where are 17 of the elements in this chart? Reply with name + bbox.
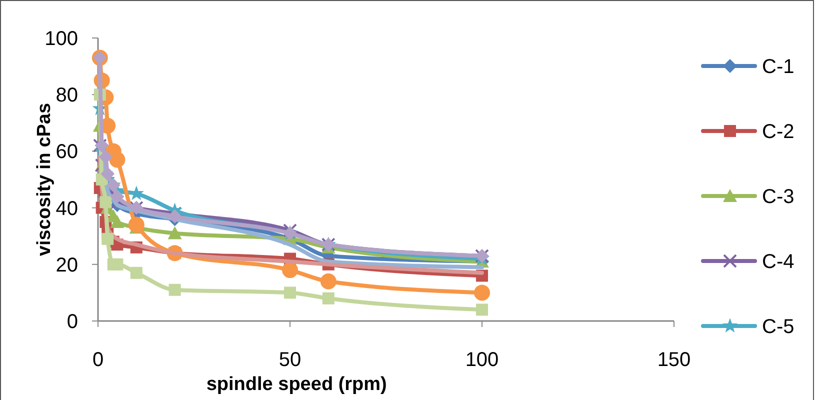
y-tick-label: 40 xyxy=(56,198,78,220)
legend-label: C-2 xyxy=(762,121,794,143)
x-tick-label: 0 xyxy=(92,349,104,371)
x-tick-label: 50 xyxy=(278,349,302,371)
y-axis-title: viscosity in cPas xyxy=(34,102,55,256)
legend-label: C-4 xyxy=(762,251,794,273)
legend-label: C-1 xyxy=(762,56,794,78)
x-tick-label: 150 xyxy=(657,349,691,371)
x-tick-label: 100 xyxy=(465,349,499,371)
y-tick-label: 20 xyxy=(56,254,78,276)
legend-label: C-3 xyxy=(762,186,794,208)
y-tick-label: 100 xyxy=(44,28,78,50)
y-tick-label: 60 xyxy=(56,141,78,164)
legend-label: C-5 xyxy=(762,316,794,338)
y-tick-label: 0 xyxy=(66,311,78,333)
y-tick-label: 80 xyxy=(56,84,78,107)
x-axis-title: spindle speed (rpm) xyxy=(206,374,387,395)
